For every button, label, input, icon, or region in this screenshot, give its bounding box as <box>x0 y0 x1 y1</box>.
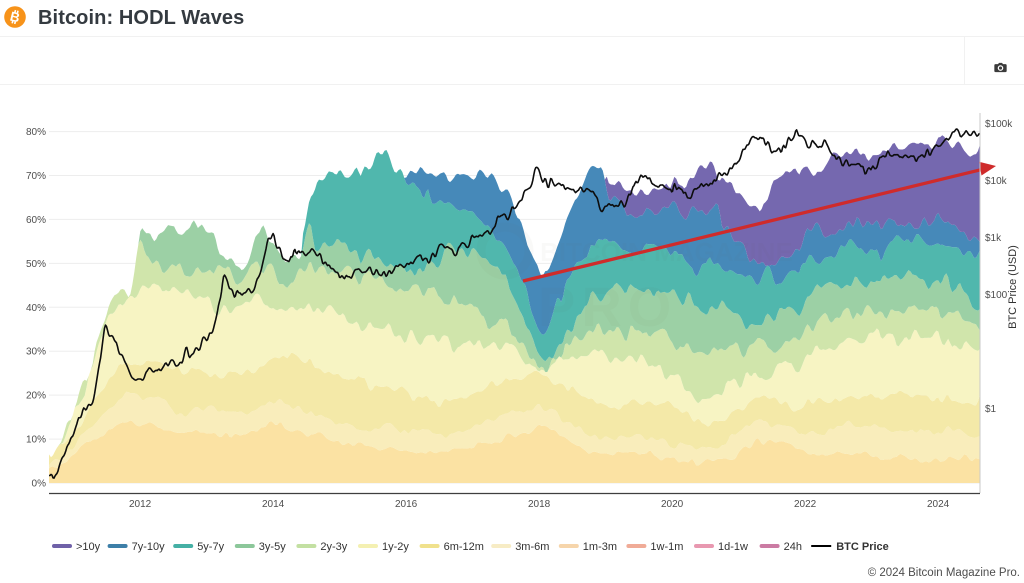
svg-text:10%: 10% <box>26 435 46 446</box>
svg-text:5y-7y: 5y-7y <box>197 541 224 553</box>
svg-text:70%: 70% <box>26 171 46 182</box>
svg-text:0%: 0% <box>32 479 47 490</box>
svg-text:3m-6m: 3m-6m <box>515 541 549 553</box>
svg-text:1w-1m: 1w-1m <box>650 541 683 553</box>
svg-text:PRO: PRO <box>538 275 677 338</box>
svg-text:2016: 2016 <box>395 499 418 510</box>
svg-text:2020: 2020 <box>661 499 684 510</box>
svg-text:2014: 2014 <box>262 499 285 510</box>
svg-text:30%: 30% <box>26 347 46 358</box>
svg-text:2018: 2018 <box>528 499 551 510</box>
svg-text:BITCOIN MAGAZINE: BITCOIN MAGAZINE <box>540 237 793 267</box>
svg-text:2022: 2022 <box>794 499 817 510</box>
svg-text:1d-1w: 1d-1w <box>718 541 748 553</box>
svg-text:2024: 2024 <box>927 499 950 510</box>
svg-text:40%: 40% <box>26 303 46 314</box>
svg-text:6m-12m: 6m-12m <box>444 541 484 553</box>
svg-text:$100: $100 <box>985 290 1008 301</box>
svg-text:BTC Price: BTC Price <box>836 541 889 553</box>
svg-text:80%: 80% <box>26 127 46 138</box>
svg-text:2012: 2012 <box>129 499 152 510</box>
svg-text:© 2024 Bitcoin Magazine Pro.: © 2024 Bitcoin Magazine Pro. <box>868 567 1020 579</box>
svg-text:B: B <box>9 9 22 26</box>
svg-text:3y-5y: 3y-5y <box>259 541 286 553</box>
svg-text:1y-2y: 1y-2y <box>382 541 409 553</box>
svg-text:50%: 50% <box>26 259 46 270</box>
svg-text:BTC Price (USD): BTC Price (USD) <box>1007 245 1019 329</box>
svg-text:24h: 24h <box>784 541 802 553</box>
svg-text:$1: $1 <box>985 404 997 415</box>
svg-text:20%: 20% <box>26 391 46 402</box>
svg-text:$10k: $10k <box>985 176 1008 187</box>
svg-text:2y-3y: 2y-3y <box>320 541 347 553</box>
svg-text:1m-3m: 1m-3m <box>583 541 617 553</box>
svg-text:>10y: >10y <box>76 541 101 553</box>
svg-text:$100k: $100k <box>985 119 1013 130</box>
svg-text:60%: 60% <box>26 215 46 226</box>
svg-text:7y-10y: 7y-10y <box>132 541 166 553</box>
svg-text:$1k: $1k <box>985 233 1002 244</box>
